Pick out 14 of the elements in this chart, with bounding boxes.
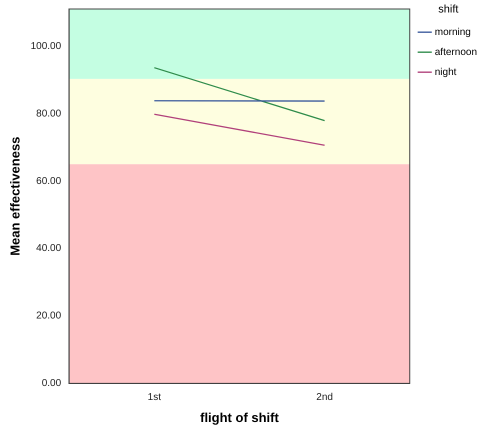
x-tick-label: 2nd <box>316 392 333 404</box>
y-tick-label: 100.00 <box>30 40 62 52</box>
y-tick-label: 0.00 <box>42 378 62 390</box>
x-axis-title: flight of shift <box>200 410 280 425</box>
y-tick-label: 20.00 <box>36 310 62 322</box>
y-axis-title: Mean effectiveness <box>7 136 22 256</box>
legend-label: morning <box>434 26 471 38</box>
x-tick-label: 1st <box>148 392 162 404</box>
y-tick-label: 60.00 <box>36 176 62 187</box>
legend-title: shift <box>438 4 458 16</box>
legend-label: night <box>434 66 457 78</box>
y-tick-label: 40.00 <box>36 243 62 254</box>
y-tick-label: 80.00 <box>36 108 62 120</box>
legend-label: afternoon <box>434 46 478 58</box>
